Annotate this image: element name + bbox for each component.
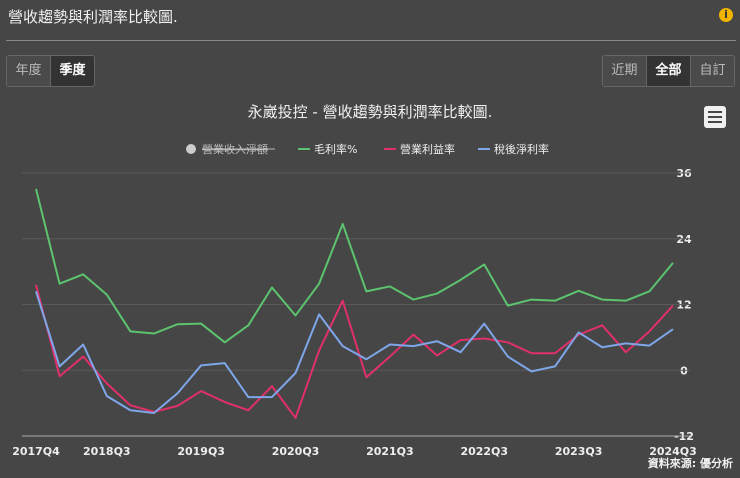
series-line [35,284,674,419]
legend-entry: 稅後淨利率 [494,142,549,156]
x-tick-label: 2021Q3 [366,445,414,458]
period-group: 年度 季度 [6,55,95,87]
toggle-button[interactable]: 年度 [7,56,51,86]
legend-marker [186,144,196,154]
legend-entry: 營業利益率 [400,142,455,156]
toggle-button[interactable]: 近期 [603,56,647,86]
toggle-button[interactable]: 自訂 [691,56,734,86]
series-line [35,188,674,344]
legend: 營業收入淨額 毛利率% 營業利益率 稅後淨利率 [186,142,549,156]
header: 營收趨勢與利潤率比較圖. [8,8,178,26]
legend-entry: 毛利率% [314,142,357,156]
x-tick-label: 2018Q3 [83,445,131,458]
divider [6,40,736,41]
x-tick-label: 2017Q4 [12,445,60,458]
info-icon[interactable]: i [719,8,733,22]
source: 資料來源: 優分析 [648,456,733,470]
range-group: 近期 全部 自訂 [602,55,735,87]
x-tick-label: 2020Q3 [272,445,320,458]
menu-icon[interactable] [704,106,726,128]
x-tick-label: 2022Q3 [460,445,508,458]
toggle-button[interactable]: 季度 [51,56,94,86]
x-tick-label: 2019Q3 [177,445,225,458]
x-tick-label: 2023Q3 [555,445,603,458]
chart-title: 永崴投控 - 營收趨勢與利潤率比較圖. [248,103,493,121]
x-tick-label: 2024Q3 [649,445,697,458]
toggle-button[interactable]: 全部 [647,56,691,86]
series-line [35,291,674,414]
